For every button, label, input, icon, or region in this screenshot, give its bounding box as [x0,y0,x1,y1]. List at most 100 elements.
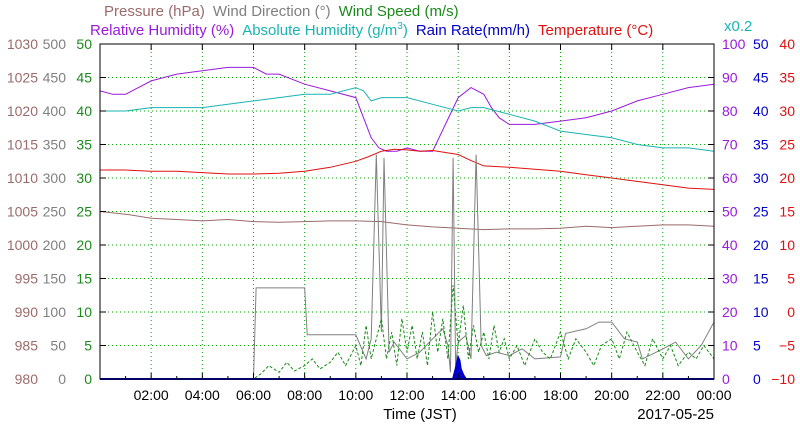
legend-item-bottom-1-close: ) [403,22,408,39]
date-label: 2017-05-25 [637,406,714,423]
y-tick-wind-direction-10: 500 [43,36,67,52]
y-tick-temperature-4: 10 [779,237,795,253]
y-tick-rain-8: 40 [753,103,769,119]
y-tick-wind-speed-10: 50 [76,36,92,52]
y-tick-wind-direction-5: 250 [43,204,67,220]
y-tick-temperature-2: 0 [787,304,795,320]
y-tick-pressure-5: 1005 [7,204,38,220]
y-tick-temperature-3: 5 [787,271,795,287]
x-tick-2: 06:00 [236,387,271,403]
y-tick-wind-speed-0: 0 [84,371,92,387]
x-tick-11: 00:00 [696,387,731,403]
y-tick-humidity-8: 80 [722,103,738,119]
y-tick-wind-direction-9: 450 [43,70,67,86]
plot-area [100,44,714,379]
y-tick-temperature-5: 15 [779,204,795,220]
y-tick-wind-speed-7: 35 [76,137,92,153]
y-tick-humidity-9: 90 [722,70,738,86]
y-tick-rain-10: 50 [753,36,769,52]
y-tick-pressure-7: 1015 [7,137,38,153]
y-tick-temperature-8: 30 [779,103,795,119]
legend-row-2: Relative Humidity (%) Absolute Humidity (… [90,21,653,39]
y-tick-pressure-10: 1030 [7,36,38,52]
y-tick-pressure-9: 1025 [7,70,38,86]
x-tick-7: 16:00 [492,387,527,403]
x-tick-5: 12:00 [389,387,424,403]
y-tick-wind-direction-3: 150 [43,271,67,287]
y-tick-rain-5: 25 [753,204,769,220]
x-tick-9: 20:00 [594,387,629,403]
legend-item-bottom-2: Rain Rate(mm/h) [416,22,530,39]
y-tick-humidity-7: 70 [722,137,738,153]
y-tick-humidity-4: 40 [722,237,738,253]
x-axis-ticks: 02:00 04:00 06:00 08:00 10:00 12:00 14:00 16:00… [125,44,732,403]
header-legend: Pressure (hPa) Wind Direction (°) Wind Spe… [90,3,752,39]
y-tick-temperature-0: −10 [771,371,795,387]
y-tick-wind-direction-4: 200 [43,237,67,253]
x-tick-3: 08:00 [287,387,322,403]
y-tick-temperature-6: 20 [779,170,795,186]
y-tick-rain-2: 10 [753,304,769,320]
y-tick-rain-4: 20 [753,237,769,253]
y-tick-rain-7: 35 [753,137,769,153]
y-tick-wind-direction-6: 300 [43,170,67,186]
y-tick-rain-3: 15 [753,271,769,287]
series-pressure-hpa [99,211,715,231]
y-tick-pressure-8: 1020 [7,103,38,119]
y-tick-pressure-3: 995 [15,271,39,287]
legend-item-top-0: Pressure (hPa) [104,3,205,20]
y-tick-rain-6: 30 [753,170,769,186]
legend-item-bottom-0: Relative Humidity (%) [90,22,234,39]
y-tick-rain-0: 0 [753,371,761,387]
y-tick-pressure-4: 1000 [7,237,38,253]
y-tick-temperature-10: 40 [779,36,795,52]
y-tick-wind-speed-3: 15 [76,271,92,287]
y-tick-humidity-5: 50 [722,204,738,220]
y-tick-wind-direction-0: 0 [58,371,66,387]
y-tick-wind-speed-8: 40 [76,103,92,119]
y-tick-wind-speed-4: 20 [76,237,92,253]
y-tick-humidity-1: 10 [722,338,738,354]
y-tick-temperature-1: −5 [779,338,795,354]
y-tick-temperature-7: 25 [779,137,795,153]
x-tick-10: 22:00 [645,387,680,403]
series-absolute-humidity-g-m3 [100,87,715,152]
y-tick-humidity-10: 100 [722,36,746,52]
scale-note: x0.2 [724,18,752,35]
y-tick-pressure-1: 985 [15,338,39,354]
y-tick-wind-speed-9: 45 [76,70,92,86]
y-tick-pressure-6: 1010 [7,170,38,186]
legend-item-top-1: Wind Direction (°) [213,3,331,20]
y-axes: 9809859909951000100510101015102010251030… [7,36,795,387]
y-tick-pressure-2: 990 [15,304,39,320]
y-tick-humidity-2: 20 [722,304,738,320]
y-tick-pressure-0: 980 [15,371,39,387]
y-tick-humidity-6: 60 [722,170,738,186]
y-tick-wind-speed-1: 5 [84,338,92,354]
y-tick-wind-speed-2: 10 [76,304,92,320]
x-tick-0: 02:00 [134,387,169,403]
y-tick-wind-speed-5: 25 [76,204,92,220]
x-tick-6: 14:00 [441,387,476,403]
y-tick-wind-direction-7: 350 [43,137,67,153]
y-tick-wind-speed-6: 30 [76,170,92,186]
series-temperature-c [100,148,715,190]
legend-item-top-2: Wind Speed (m/s) [339,3,459,20]
x-tick-4: 10:00 [338,387,373,403]
y-tick-wind-direction-1: 50 [50,338,66,354]
legend-item-bottom-1: Absolute Humidity (g/m [242,22,397,39]
legend-item-bottom-3: Temperature (°C) [538,22,653,39]
y-tick-temperature-9: 35 [779,70,795,86]
y-tick-rain-9: 45 [753,70,769,86]
series-wind-speed-m-s [100,285,715,380]
y-tick-humidity-3: 30 [722,271,738,287]
legend-row-1: Pressure (hPa) Wind Direction (°) Wind Spe… [104,3,459,20]
x-tick-8: 18:00 [543,387,578,403]
x-tick-1: 04:00 [185,387,220,403]
y-tick-humidity-0: 0 [722,371,730,387]
x-axis-label: Time (JST) [383,406,457,423]
y-tick-wind-direction-2: 100 [43,304,67,320]
y-tick-wind-direction-8: 400 [43,103,67,119]
series-wind-direction [100,154,715,380]
